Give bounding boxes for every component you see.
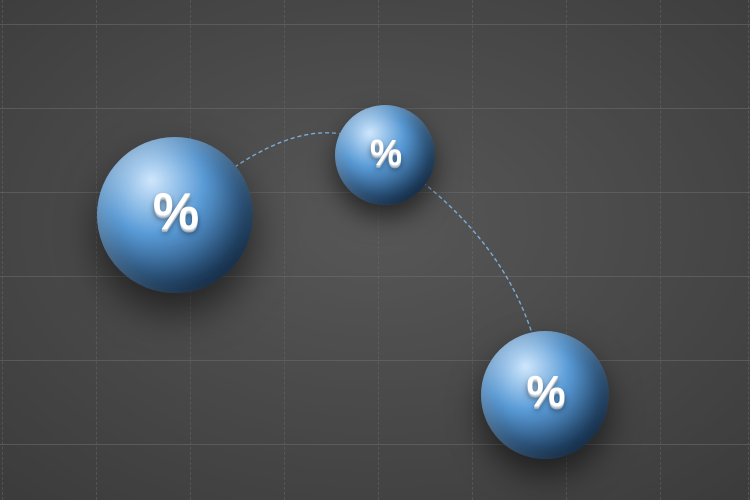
- grid-hline: [0, 360, 750, 361]
- sphere-mid: %: [335, 105, 435, 205]
- percent-icon: %: [153, 182, 197, 242]
- grid-hline: [0, 444, 750, 445]
- grid-vline: [284, 0, 285, 500]
- grid-vline: [748, 0, 749, 500]
- grid-vline: [660, 0, 661, 500]
- grid-hline: [0, 276, 750, 277]
- grid-hline: [0, 24, 750, 25]
- grid-vline: [96, 0, 97, 500]
- percent-icon: %: [526, 367, 563, 417]
- grid-vline: [2, 0, 3, 500]
- grid-vline: [378, 0, 379, 500]
- percent-icon: %: [370, 132, 400, 174]
- sphere-left: %: [97, 137, 253, 293]
- sphere-right: %: [481, 331, 609, 459]
- grid-vline: [472, 0, 473, 500]
- percent-spheres-chart: %%%: [0, 0, 750, 500]
